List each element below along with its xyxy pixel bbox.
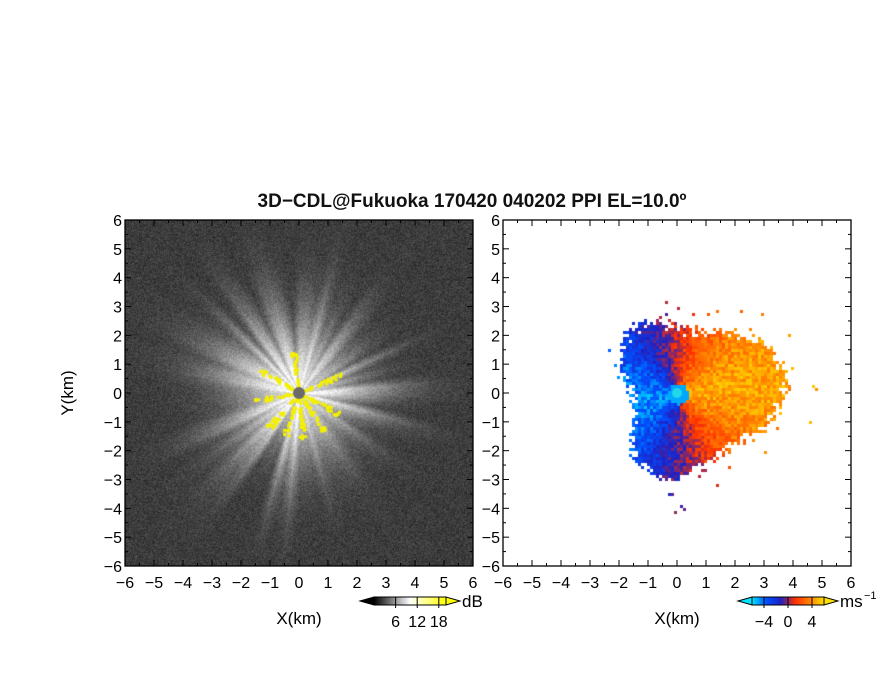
velocity-ticks: −6 −5 −4 −3 −2 −1 0 1 2 3 4 5 6 −6 −5 −4 −3 −2 −1 0 1 2 3 4 5 6: [482, 213, 856, 592]
y-tick-label: 2: [491, 328, 500, 345]
reflectivity-colorbar-bar: [373, 596, 447, 606]
y-tick-label: −5: [482, 530, 500, 547]
reflectivity-colorbar-unit: dB: [462, 592, 483, 611]
x-tick-label: 1: [702, 575, 711, 592]
x-tick-label: −6: [116, 575, 134, 592]
velocity-colorbar-unit: ms: [840, 592, 863, 611]
velocity-colorbar-tick-label: 4: [808, 614, 817, 631]
y-tick-label: 6: [113, 213, 122, 230]
velocity-colorbar-unit-exponent: −1: [864, 590, 877, 602]
x-tick-label: −5: [145, 575, 163, 592]
velocity-panel: −6 −5 −4 −3 −2 −1 0 1 2 3 4 5 6 −6 −5 −4 −3 −2 −1 0 1 2 3 4 5 6 X…: [482, 213, 877, 631]
x-tick-label: −1: [261, 575, 279, 592]
y-tick-label: −2: [104, 444, 122, 461]
x-tick-label: −3: [581, 575, 599, 592]
x-tick-label: −4: [174, 575, 192, 592]
chart-title: 3D−CDL@Fukuoka 170420 040202 PPI EL=10.0…: [258, 191, 687, 212]
x-tick-label: 2: [353, 575, 362, 592]
y-tick-label: 4: [113, 271, 122, 288]
y-tick-label: −6: [482, 559, 500, 576]
x-tick-label: 3: [760, 575, 769, 592]
velocity-colorbar-max-arrow: [823, 596, 840, 606]
y-tick-label: 3: [491, 300, 500, 317]
x-tick-label: −2: [610, 575, 628, 592]
y-tick-label: 3: [113, 300, 122, 317]
x-tick-label: 0: [295, 575, 304, 592]
x-tick-label: 4: [789, 575, 798, 592]
x-tick-label: −2: [232, 575, 250, 592]
x-tick-label: −6: [494, 575, 512, 592]
velocity-colorbar-tick-label: −4: [755, 614, 773, 631]
y-tick-label: −2: [482, 444, 500, 461]
y-tick-label: 6: [491, 213, 500, 230]
reflectivity-colorbar-min-arrow: [358, 596, 375, 606]
reflectivity-colorbar: 6 12 18 dB: [358, 592, 483, 631]
x-tick-label: 0: [673, 575, 682, 592]
x-tick-label: 4: [411, 575, 420, 592]
y-tick-label: 0: [113, 386, 122, 403]
x-tick-label: −4: [552, 575, 570, 592]
y-tick-label: 2: [113, 328, 122, 345]
x-tick-label: 3: [382, 575, 391, 592]
x-axis-label-right: X(km): [654, 609, 699, 628]
reflectivity-colorbar-tick-label: 6: [391, 614, 400, 631]
y-tick-label: 5: [113, 242, 122, 259]
x-tick-label: 1: [324, 575, 333, 592]
y-tick-label: −3: [482, 473, 500, 490]
x-tick-label: 6: [847, 575, 856, 592]
x-tick-label: 5: [818, 575, 827, 592]
x-tick-label: −3: [203, 575, 221, 592]
y-tick-label: 0: [491, 386, 500, 403]
x-tick-label: −1: [639, 575, 657, 592]
reflectivity-field: [125, 220, 473, 566]
y-tick-label: −6: [104, 559, 122, 576]
velocity-field: [503, 220, 851, 566]
y-tick-label: 4: [491, 271, 500, 288]
y-tick-label: −4: [104, 501, 122, 518]
y-tick-label: 1: [113, 357, 122, 374]
x-tick-label: 5: [440, 575, 449, 592]
velocity-colorbar: −4 0 4 ms −1: [736, 590, 877, 631]
y-tick-label: −1: [482, 415, 500, 432]
velocity-colorbar-min-arrow: [736, 596, 753, 606]
x-tick-label: 2: [731, 575, 740, 592]
reflectivity-colorbar-max-arrow: [445, 596, 462, 606]
y-tick-label: 5: [491, 242, 500, 259]
y-axis-label: Y(km): [58, 370, 77, 415]
reflectivity-colorbar-tick-label: 18: [430, 614, 448, 631]
x-tick-label: −5: [523, 575, 541, 592]
velocity-colorbar-tick-label: 0: [784, 614, 793, 631]
reflectivity-colorbar-tick-label: 12: [408, 614, 426, 631]
y-tick-label: −5: [104, 530, 122, 547]
y-tick-label: −4: [482, 501, 500, 518]
reflectivity-ticks: −6 −5 −4 −3 −2 −1 0 1 2 3 4 5 6 −6 −5 −4 −3 −2 −1 0 1 2 3 4 5 6: [104, 213, 478, 592]
y-tick-label: 1: [491, 357, 500, 374]
x-tick-label: 6: [469, 575, 478, 592]
y-tick-label: −3: [104, 473, 122, 490]
x-axis-label-left: X(km): [276, 609, 321, 628]
y-tick-label: −1: [104, 415, 122, 432]
